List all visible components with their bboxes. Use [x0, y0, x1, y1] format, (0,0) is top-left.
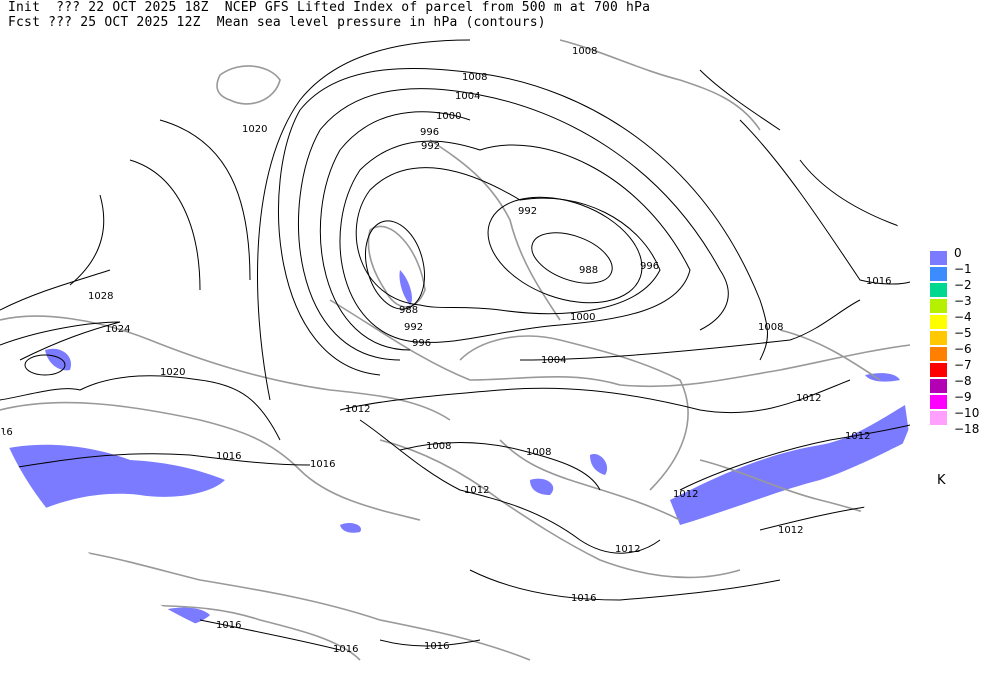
contour-label: 1016	[424, 641, 449, 652]
contour-label: 1020	[242, 124, 267, 135]
contour-label: 1008	[462, 72, 487, 83]
legend-label: −8	[954, 374, 972, 388]
pressure-contours	[0, 39, 911, 651]
legend-swatch	[930, 379, 947, 393]
legend-swatch	[930, 331, 947, 345]
title-line-2: Fcst ??? 25 OCT 2025 12Z Mean sea level …	[8, 15, 546, 30]
contour-label: 1016	[866, 276, 891, 287]
legend-label: −7	[954, 358, 972, 372]
contour-label: 16	[0, 427, 13, 438]
legend-unit: K	[937, 473, 946, 488]
contour-label: 1012	[345, 404, 370, 415]
contour-label: 992	[518, 206, 537, 217]
contour-label: 1012	[886, 503, 911, 514]
legend-swatch	[930, 363, 947, 377]
contour-label: 1000	[436, 111, 461, 122]
contour-label: 1012	[796, 393, 821, 404]
legend-label: −10	[954, 406, 980, 420]
contour-label: 992	[404, 322, 423, 333]
legend-label: −5	[954, 326, 972, 340]
contour-label: 1012	[778, 525, 803, 536]
contour-label: 1024	[105, 324, 130, 335]
legend-swatch	[930, 283, 947, 297]
contour-label: 1008	[758, 322, 783, 333]
contour-label: 1016	[571, 593, 596, 604]
legend-label: −9	[954, 390, 972, 404]
legend-swatch	[930, 395, 947, 409]
contour-label: 1000	[570, 312, 595, 323]
contour-label: 1012	[673, 489, 698, 500]
contour-label: 996	[640, 261, 659, 272]
contour-label: 1008	[572, 46, 597, 57]
legend-label: 0	[954, 246, 962, 260]
legend-swatch	[930, 347, 947, 361]
contour-label: 992	[421, 141, 440, 152]
contour-label: 1008	[526, 447, 551, 458]
contour-label: 1016	[333, 644, 358, 655]
title-line-1: Init ??? 22 OCT 2025 18Z NCEP GFS Lifted…	[8, 0, 651, 15]
contour-label: 1016	[216, 620, 241, 631]
contour-label: 1004	[455, 91, 480, 102]
contour-label: 1016	[310, 459, 335, 470]
legend-swatch	[930, 411, 947, 425]
legend-label: −18	[954, 422, 980, 436]
coastlines	[0, 39, 911, 661]
contour-label: 1028	[88, 291, 113, 302]
contour-label: 1012	[845, 431, 870, 442]
contour-label: 1020	[160, 367, 185, 378]
contour-label: 1004	[541, 355, 566, 366]
contour-label: 988	[579, 265, 598, 276]
contour-labels: 1008 1008 1004 1000 996 992 1020 992 988…	[0, 46, 911, 655]
contour-label: 996	[420, 127, 439, 138]
legend-label: −4	[954, 310, 972, 324]
legend-label: −2	[954, 278, 972, 292]
legend-swatch	[930, 315, 947, 329]
legend-label: −1	[954, 262, 972, 276]
legend-label: −3	[954, 294, 972, 308]
contour-label: 996	[412, 338, 431, 349]
legend-swatch	[930, 299, 947, 313]
legend-swatch	[930, 267, 947, 281]
contour-label: 1012	[615, 544, 640, 555]
contour-label: 1016	[0, 553, 25, 564]
legend-label: −6	[954, 342, 972, 356]
contour-label: 1016	[216, 451, 241, 462]
contour-label: 1012	[464, 485, 489, 496]
legend-swatch	[930, 251, 947, 265]
contour-label: 1008	[426, 441, 451, 452]
contour-label: 988	[399, 305, 418, 316]
